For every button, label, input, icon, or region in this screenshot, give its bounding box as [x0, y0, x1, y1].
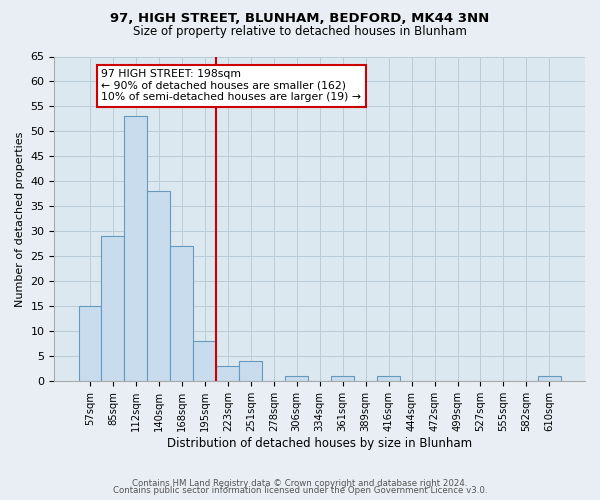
Bar [101, 236, 124, 382]
Bar [79, 306, 101, 382]
Text: Contains public sector information licensed under the Open Government Licence v3: Contains public sector information licen… [113, 486, 487, 495]
Text: Size of property relative to detached houses in Blunham: Size of property relative to detached ho… [133, 25, 467, 38]
Bar [331, 376, 354, 382]
Bar [170, 246, 193, 382]
Bar [193, 342, 217, 382]
Bar [239, 362, 262, 382]
Text: Contains HM Land Registry data © Crown copyright and database right 2024.: Contains HM Land Registry data © Crown c… [132, 478, 468, 488]
Bar [124, 116, 148, 382]
Text: 97, HIGH STREET, BLUNHAM, BEDFORD, MK44 3NN: 97, HIGH STREET, BLUNHAM, BEDFORD, MK44 … [110, 12, 490, 26]
Bar [148, 192, 170, 382]
Y-axis label: Number of detached properties: Number of detached properties [15, 131, 25, 306]
Bar [285, 376, 308, 382]
Text: 97 HIGH STREET: 198sqm
← 90% of detached houses are smaller (162)
10% of semi-de: 97 HIGH STREET: 198sqm ← 90% of detached… [101, 69, 361, 102]
Bar [538, 376, 561, 382]
X-axis label: Distribution of detached houses by size in Blunham: Distribution of detached houses by size … [167, 437, 472, 450]
Bar [377, 376, 400, 382]
Bar [217, 366, 239, 382]
